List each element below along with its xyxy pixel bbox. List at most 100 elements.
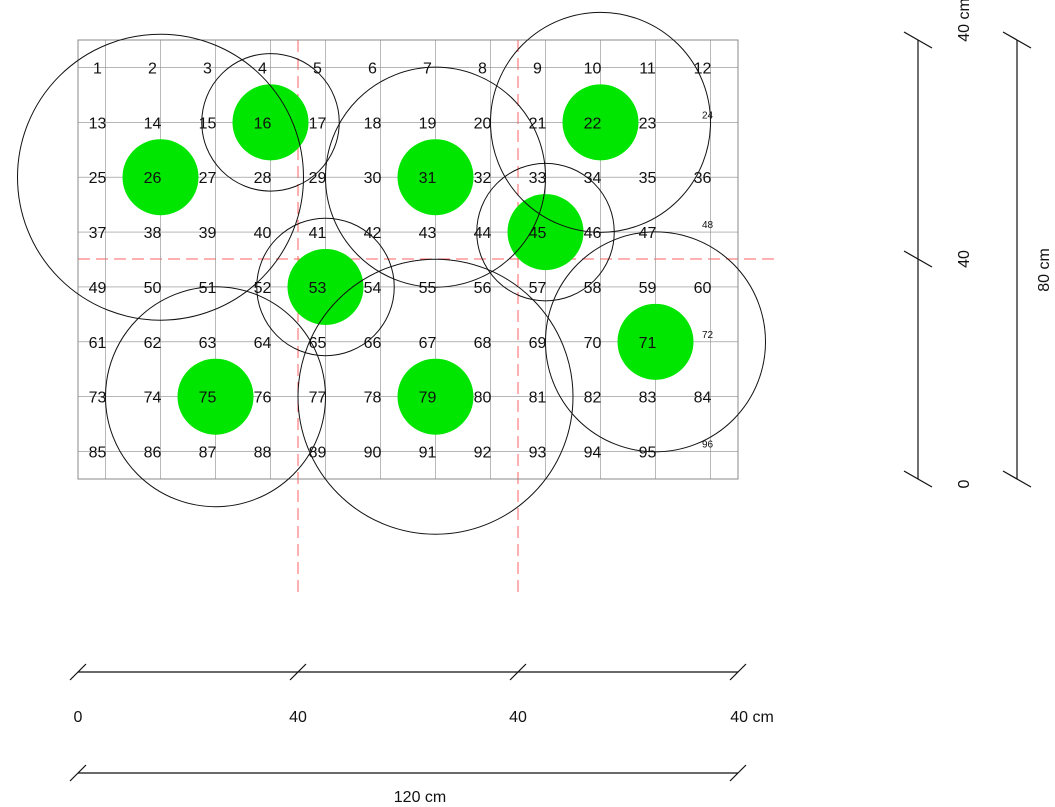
- right-dim-tick-top: [903, 31, 933, 49]
- cell-number-57: 57: [529, 280, 547, 297]
- cell-number-66: 66: [364, 335, 382, 352]
- cell-number-68: 68: [474, 335, 492, 352]
- cell-number-32: 32: [474, 170, 492, 187]
- cell-number-64: 64: [254, 335, 272, 352]
- cell-number-85: 85: [89, 445, 107, 462]
- cell-number-39: 39: [199, 225, 217, 242]
- right-dim-total-label: 80 cm: [1036, 248, 1053, 292]
- plot-border: [77, 39, 739, 480]
- cell-number-94: 94: [584, 445, 602, 462]
- cell-number-11: 11: [639, 60, 656, 77]
- cell-number-46: 46: [584, 225, 602, 242]
- plant-discs: [122, 84, 694, 435]
- cell-number-87: 87: [199, 445, 217, 462]
- spread-circle-31: [325, 66, 546, 288]
- spread-circle-45: [476, 162, 615, 302]
- cell-number-16: 16: [254, 115, 272, 132]
- cell-number-22: 22: [584, 115, 602, 132]
- cell-number-31: 31: [419, 170, 437, 187]
- cell-number-67: 67: [419, 335, 437, 352]
- spread-circles: [17, 11, 766, 535]
- bottom-dim-tick-120: [729, 663, 747, 681]
- cell-number-52: 52: [254, 280, 272, 297]
- cell-number-77: 77: [309, 390, 327, 407]
- spread-circle-53: [256, 217, 395, 357]
- right-dim-tick-middle: [903, 250, 933, 268]
- bottom-dim-label-40a: 40: [289, 709, 307, 726]
- plant-disc-71: [617, 303, 694, 380]
- cell-number-70: 70: [584, 335, 602, 352]
- cell-number-88: 88: [254, 445, 272, 462]
- cell-number-80: 80: [474, 390, 492, 407]
- cell-number-15: 15: [199, 115, 217, 132]
- cell-number-6: 6: [368, 60, 377, 77]
- bottom-dim-total-tick-left: [69, 764, 87, 782]
- cell-number-72: 72: [702, 330, 714, 341]
- cell-number-90: 90: [364, 445, 382, 462]
- cell-number-25: 25: [89, 170, 107, 187]
- spread-circle-26: [17, 33, 304, 321]
- cell-number-41: 41: [309, 225, 327, 242]
- cell-number-18: 18: [364, 115, 382, 132]
- cell-number-44: 44: [474, 225, 492, 242]
- cell-number-58: 58: [584, 280, 602, 297]
- cell-number-4: 4: [258, 60, 267, 77]
- plant-disc-79: [397, 358, 474, 435]
- cell-number-21: 21: [529, 115, 547, 132]
- cell-number-93: 93: [529, 445, 547, 462]
- cell-number-14: 14: [144, 115, 162, 132]
- cell-number-79: 79: [419, 390, 437, 407]
- plant-disc-75: [177, 358, 254, 435]
- cell-number-35: 35: [639, 170, 657, 187]
- bottom-dim-total-tick-right: [729, 764, 747, 782]
- cell-number-20: 20: [474, 115, 492, 132]
- cell-number-30: 30: [364, 170, 382, 187]
- cell-number-56: 56: [474, 280, 492, 297]
- plant-disc-26: [122, 139, 199, 216]
- cell-number-51: 51: [199, 280, 217, 297]
- cell-number-38: 38: [144, 225, 162, 242]
- cell-number-78: 78: [364, 390, 382, 407]
- cell-number-69: 69: [529, 335, 547, 352]
- cell-number-92: 92: [474, 445, 492, 462]
- cell-number-59: 59: [639, 280, 657, 297]
- spread-circle-75: [105, 286, 326, 508]
- bottom-dim-tick-0: [69, 663, 87, 681]
- cell-number-9: 9: [533, 60, 542, 77]
- cell-number-61: 61: [89, 335, 107, 352]
- cell-number-2: 2: [148, 60, 157, 77]
- bottom-dim-label-40b: 40: [509, 709, 527, 726]
- cell-number-73: 73: [89, 390, 107, 407]
- cell-number-7: 7: [423, 60, 432, 77]
- bottom-dim-label-0: 0: [74, 709, 83, 726]
- right-dimension: [903, 31, 1032, 488]
- cell-number-28: 28: [254, 170, 272, 187]
- bottom-dim-tick-80: [509, 663, 527, 681]
- cell-number-74: 74: [144, 390, 162, 407]
- cell-number-43: 43: [419, 225, 437, 242]
- bottom-dimension: [69, 663, 747, 782]
- cell-number-63: 63: [199, 335, 217, 352]
- cell-number-37: 37: [89, 225, 107, 242]
- cell-number-48: 48: [702, 220, 714, 231]
- cell-number-34: 34: [584, 170, 602, 187]
- cell-number-96: 96: [702, 440, 714, 451]
- cell-number-81: 81: [529, 390, 547, 407]
- cell-number-12: 12: [694, 60, 712, 77]
- cell-number-62: 62: [144, 335, 162, 352]
- cell-number-49: 49: [89, 280, 107, 297]
- cell-number-71: 71: [639, 335, 657, 352]
- cell-number-55: 55: [419, 280, 437, 297]
- cell-number-27: 27: [199, 170, 217, 187]
- cell-number-5: 5: [313, 60, 322, 77]
- spread-circle-71: [545, 231, 766, 453]
- cell-number-19: 19: [419, 115, 437, 132]
- cell-number-42: 42: [364, 225, 382, 242]
- plant-disc-53: [287, 248, 364, 325]
- spread-circle-79: [297, 258, 574, 535]
- spread-circle-22: [490, 11, 711, 233]
- cell-number-86: 86: [144, 445, 162, 462]
- cell-number-33: 33: [529, 170, 547, 187]
